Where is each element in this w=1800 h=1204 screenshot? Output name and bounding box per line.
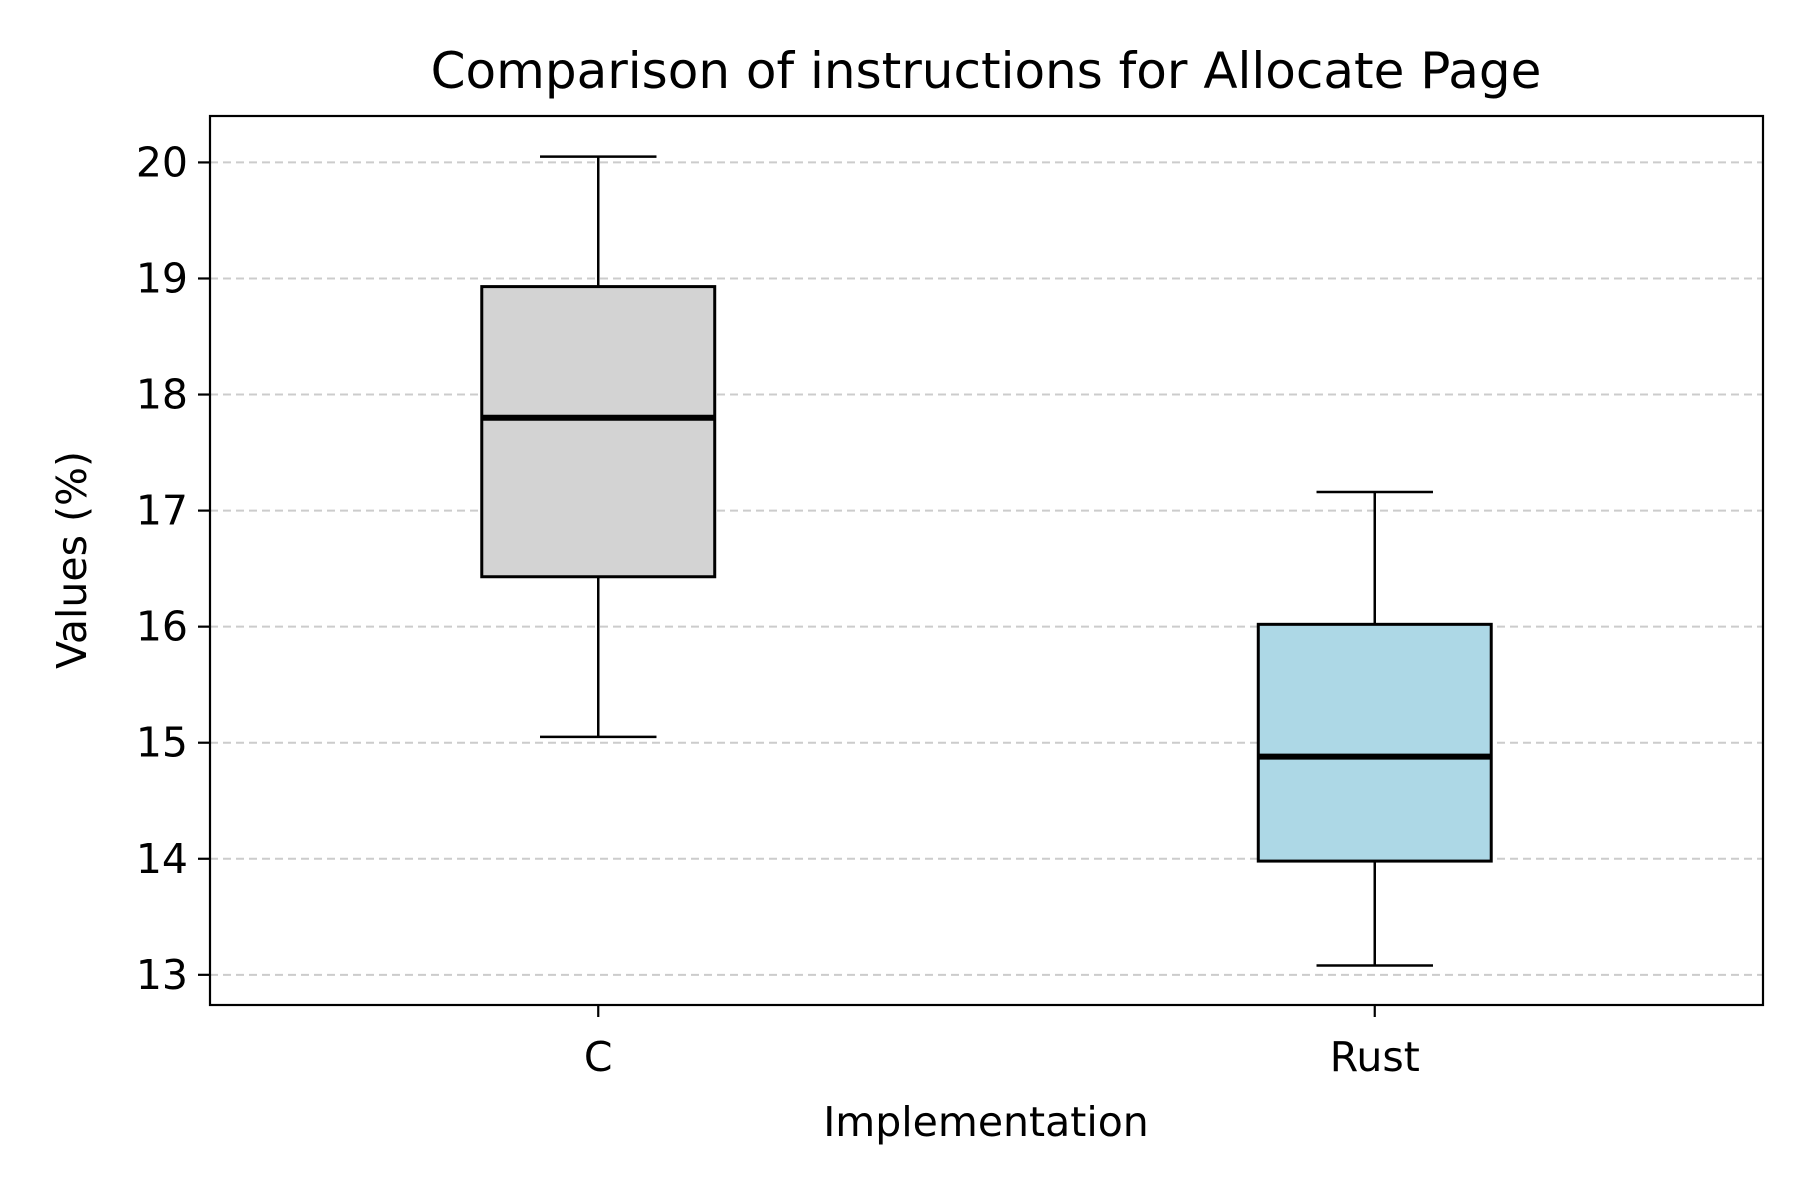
x-axis-ticks: C Rust bbox=[584, 1005, 1420, 1081]
iqr-box bbox=[1256, 622, 1493, 863]
x-tick-label: C bbox=[584, 1033, 613, 1081]
y-tick-label: 13 bbox=[136, 951, 188, 999]
box-c bbox=[480, 155, 717, 739]
box-series bbox=[480, 155, 1493, 967]
y-tick-label: 16 bbox=[136, 603, 188, 651]
chart-title: Comparison of instructions for Allocate … bbox=[431, 42, 1542, 100]
y-tick-label: 15 bbox=[136, 719, 188, 767]
y-axis-label: Values (%) bbox=[48, 451, 96, 669]
box-rust bbox=[1256, 490, 1493, 967]
grid-lines bbox=[210, 161, 1763, 976]
y-tick-label: 14 bbox=[136, 835, 188, 883]
y-tick-label: 19 bbox=[136, 254, 188, 302]
iqr-box bbox=[480, 285, 717, 579]
y-tick-label: 17 bbox=[136, 487, 188, 535]
y-tick-label: 18 bbox=[136, 371, 188, 419]
y-axis-ticks: 13 14 15 16 17 18 19 20 bbox=[136, 138, 210, 999]
x-axis-label: Implementation bbox=[823, 1098, 1149, 1146]
y-tick-label: 20 bbox=[136, 138, 188, 186]
x-tick-label: Rust bbox=[1330, 1033, 1420, 1081]
plot-area-frame bbox=[208, 114, 1765, 1007]
